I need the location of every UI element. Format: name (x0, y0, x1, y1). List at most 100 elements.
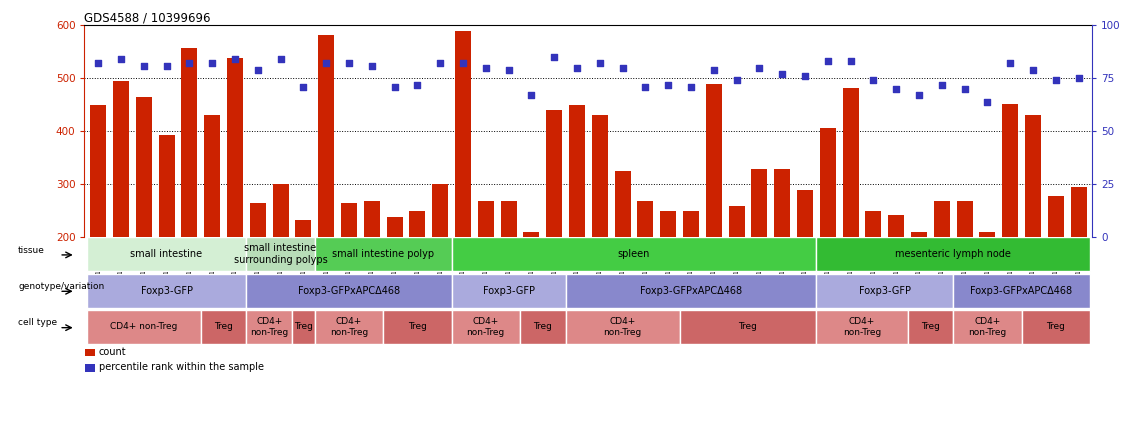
Bar (546, 110, 562, 343)
Point (249, 66, 267, 73)
Bar (933, 201, 949, 343)
Text: CD4+
non-Treg: CD4+ non-Treg (330, 317, 368, 337)
Bar (820, 129, 835, 343)
Bar (386, 217, 402, 343)
Text: CD4+ non-Treg: CD4+ non-Treg (110, 322, 178, 332)
Bar (272, 184, 288, 343)
Point (750, 64, 768, 71)
Bar (569, 105, 584, 343)
Bar (911, 232, 927, 343)
Text: Foxp3-GFPxAPCΔ468: Foxp3-GFPxAPCΔ468 (640, 286, 742, 296)
Bar (319, 35, 334, 343)
Bar (683, 212, 699, 343)
Point (111, 56, 129, 63)
Text: CD4+
non-Treg: CD4+ non-Treg (968, 317, 1007, 337)
Text: spleen: spleen (618, 249, 650, 259)
Point (865, 77, 883, 84)
Bar (679, 310, 816, 344)
Point (135, 62, 153, 69)
Bar (292, 310, 315, 344)
Bar (250, 203, 266, 343)
Point (978, 98, 997, 105)
Bar (816, 310, 908, 344)
Point (705, 66, 723, 73)
Point (1001, 60, 1019, 67)
Text: GDS4588 / 10399696: GDS4588 / 10399696 (84, 11, 211, 24)
Point (910, 92, 928, 99)
Point (932, 81, 950, 88)
Bar (1025, 115, 1040, 343)
Bar (204, 115, 220, 343)
Text: tissue: tissue (18, 246, 45, 255)
Bar (455, 31, 471, 343)
Point (727, 77, 745, 84)
Bar (908, 310, 953, 344)
Point (591, 60, 609, 67)
Bar (565, 274, 816, 308)
Bar (87, 310, 200, 344)
Bar (1021, 310, 1090, 344)
Text: CD4+
non-Treg: CD4+ non-Treg (604, 317, 642, 337)
Point (226, 56, 244, 63)
Bar (729, 206, 744, 343)
Point (568, 64, 586, 71)
Bar (775, 169, 790, 343)
Point (294, 83, 312, 90)
Bar (341, 203, 357, 343)
Point (774, 71, 792, 77)
Bar (86, 349, 95, 356)
Bar (615, 171, 631, 343)
Point (476, 64, 494, 71)
Bar (315, 310, 383, 344)
Bar (452, 274, 565, 308)
Point (340, 60, 358, 67)
Bar (1048, 196, 1064, 343)
Text: small intestine: small intestine (131, 249, 203, 259)
Bar (410, 212, 426, 343)
Bar (452, 310, 520, 344)
Point (614, 64, 632, 71)
Text: Treg: Treg (739, 322, 758, 332)
Bar (383, 310, 452, 344)
Bar (501, 201, 517, 343)
Bar (816, 274, 953, 308)
Point (203, 60, 221, 67)
Point (409, 81, 427, 88)
Point (1024, 66, 1042, 73)
Point (431, 60, 449, 67)
Text: CD4+
non-Treg: CD4+ non-Treg (250, 317, 288, 337)
Bar (87, 274, 247, 308)
Point (89, 60, 107, 67)
Bar (1002, 104, 1018, 343)
Bar (751, 169, 767, 343)
Bar (797, 190, 813, 343)
Bar (87, 237, 247, 271)
Text: Treg: Treg (214, 322, 233, 332)
Bar (247, 310, 292, 344)
Text: Foxp3-GFP: Foxp3-GFP (141, 286, 193, 296)
Bar (953, 274, 1090, 308)
Point (636, 83, 654, 90)
Point (522, 92, 540, 99)
Bar (452, 237, 816, 271)
Bar (980, 232, 995, 343)
Bar (364, 201, 379, 343)
Bar (816, 237, 1090, 271)
Text: small intestine
surrounding polyps: small intestine surrounding polyps (234, 243, 328, 265)
Bar (520, 310, 565, 344)
Bar (136, 97, 152, 343)
Text: genotype/variation: genotype/variation (18, 282, 105, 291)
Point (1070, 75, 1088, 82)
Text: count: count (99, 347, 126, 357)
Text: small intestine polyp: small intestine polyp (332, 249, 435, 259)
Point (271, 56, 289, 63)
Bar (432, 184, 448, 343)
Bar (842, 88, 858, 343)
Bar (637, 201, 653, 343)
Text: Foxp3-GFPxAPCΔ468: Foxp3-GFPxAPCΔ468 (298, 286, 400, 296)
Bar (660, 212, 676, 343)
Text: Foxp3-GFP: Foxp3-GFP (859, 286, 911, 296)
Bar (181, 48, 197, 343)
Bar (866, 212, 882, 343)
Bar (295, 220, 311, 343)
